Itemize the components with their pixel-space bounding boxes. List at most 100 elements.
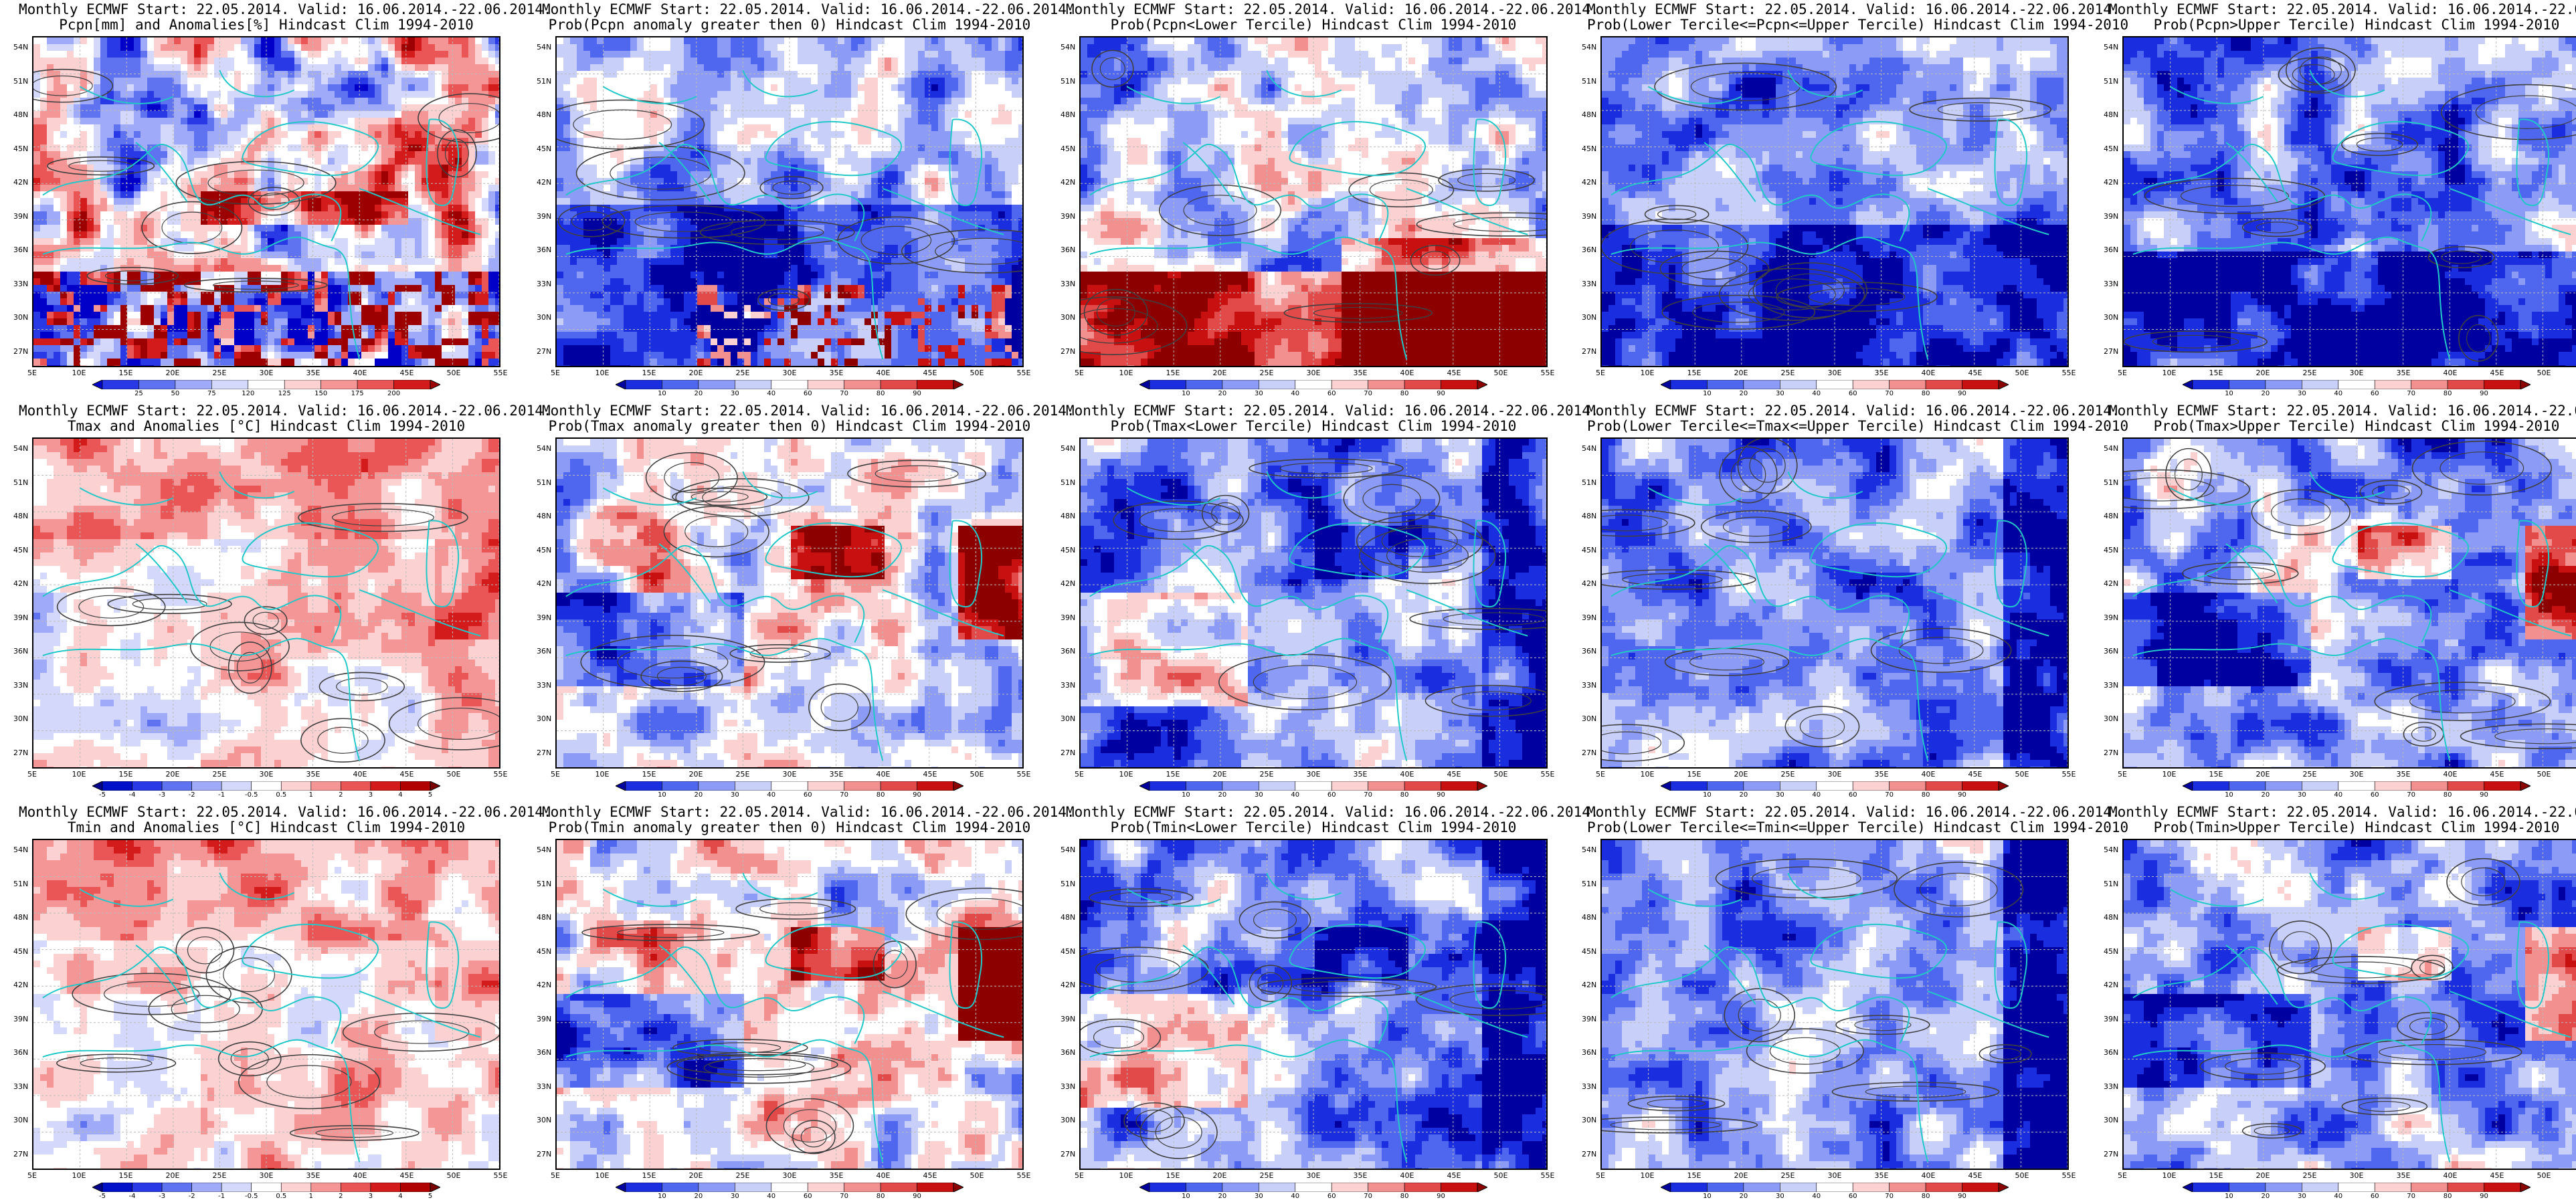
longitude-label: 15E xyxy=(1687,369,1701,377)
colorbar-tick-label: 40 xyxy=(2334,1193,2342,1200)
longitude-label: 25E xyxy=(736,770,750,779)
colorbar-tick-label: -3 xyxy=(159,791,165,799)
longitude-label: 50E xyxy=(970,369,984,377)
colorbar-tick-label: 10 xyxy=(658,791,666,799)
latitude-label: 48N xyxy=(13,110,28,119)
longitude-label: 20E xyxy=(166,770,180,779)
longitude-label: 20E xyxy=(1734,1171,1748,1180)
colorbar-tick-label: 80 xyxy=(2444,1193,2452,1200)
latitude-label: 39N xyxy=(1582,212,1596,221)
colorbar-tick-label: 30 xyxy=(2298,390,2306,397)
longitude-label: 25E xyxy=(1260,770,1274,779)
longitude-label: 50E xyxy=(447,369,461,377)
coastlines xyxy=(1611,471,2049,761)
latitude-label: 36N xyxy=(1061,1048,1075,1057)
colorbar-tick-label: 30 xyxy=(2298,791,2306,799)
longitude-label: 30E xyxy=(783,770,797,779)
longitude-label: 30E xyxy=(1307,770,1321,779)
colorbar-tick-label: 10 xyxy=(658,1193,666,1200)
colorbar-tick-label: 90 xyxy=(1437,791,1445,799)
colorbar-tick-label: 60 xyxy=(1849,390,1857,397)
latitude-label: 27N xyxy=(2104,347,2118,356)
colorbar-tick-label: 90 xyxy=(2480,791,2488,799)
latitude-label: 27N xyxy=(1582,347,1596,356)
longitude-label: 5E xyxy=(2118,369,2127,377)
longitude-label: 20E xyxy=(166,369,180,377)
latitude-label: 30N xyxy=(1582,714,1596,723)
latitude-label: 36N xyxy=(1061,647,1075,656)
panel-title-line1: Monthly ECMWF Start: 22.05.2014. Valid: … xyxy=(1587,1,2120,17)
colorbar-tick-label: 90 xyxy=(2480,390,2488,397)
longitude-label: 15E xyxy=(642,770,656,779)
colorbar-tick-label: 30 xyxy=(2298,1193,2306,1200)
colorbar xyxy=(2183,380,2531,389)
latitude-label: 33N xyxy=(1582,681,1596,690)
colorbar-tick-label: -0.5 xyxy=(245,1193,258,1200)
longitude-label: 30E xyxy=(2350,369,2364,377)
latitude-label: 54N xyxy=(13,43,28,52)
latitude-label: 51N xyxy=(1582,77,1596,86)
longitude-label: 15E xyxy=(1687,1171,1701,1180)
panel-title-line2: Tmax and Anomalies [°C] Hindcast Clim 19… xyxy=(19,418,514,434)
latitude-label: 36N xyxy=(537,647,551,656)
latitude-label: 39N xyxy=(537,613,551,622)
longitude-label: 10E xyxy=(2163,369,2177,377)
panel-tmax-5: Monthly ECMWF Start: 22.05.2014. Valid: … xyxy=(2104,401,2576,803)
latitude-label: 51N xyxy=(1582,880,1596,888)
contour-lines xyxy=(2199,858,2522,1139)
colorbar xyxy=(92,781,440,791)
longitude-label: 20E xyxy=(1213,369,1227,377)
colorbar-tick-label: 60 xyxy=(1327,1193,1336,1200)
latitude-label: 27N xyxy=(13,347,28,356)
latitude-label: 30N xyxy=(2104,714,2118,723)
longitude-label: 40E xyxy=(1922,1171,1936,1180)
colorbar xyxy=(616,380,963,389)
longitude-label: 15E xyxy=(2209,369,2223,377)
colorbar-tick-label: 20 xyxy=(1218,1193,1227,1200)
longitude-label: 30E xyxy=(1828,369,1842,377)
panel-title-line1: Monthly ECMWF Start: 22.05.2014. Valid: … xyxy=(542,804,1075,820)
longitude-label: 20E xyxy=(1734,770,1748,779)
colorbar xyxy=(2183,781,2531,791)
colorbar-tick-label: 40 xyxy=(1291,1193,1299,1200)
latitude-label: 51N xyxy=(13,880,28,888)
latitude-label: 33N xyxy=(1061,280,1075,288)
longitude-label: 25E xyxy=(736,1171,750,1180)
colorbar-tick-label: 70 xyxy=(840,791,848,799)
longitude-label: 45E xyxy=(2490,770,2504,779)
contour-lines xyxy=(2124,440,2576,749)
coastlines xyxy=(42,471,481,761)
longitude-label: 20E xyxy=(2256,1171,2270,1180)
longitude-label: 50E xyxy=(970,770,984,779)
panel-title-line2: Prob(Lower Tercile<=Tmin<=Upper Tercile)… xyxy=(1587,819,2128,835)
longitude-label: 25E xyxy=(1781,770,1795,779)
latitude-label: 36N xyxy=(2104,1048,2118,1057)
colorbar xyxy=(1661,1183,2009,1192)
latitude-label: 42N xyxy=(537,579,551,588)
latitude-label: 30N xyxy=(2104,1116,2118,1124)
colorbar-tick-label: 10 xyxy=(2225,791,2233,799)
colorbar-tick-label: 20 xyxy=(1740,390,1748,397)
panel-title-line1: Monthly ECMWF Start: 22.05.2014. Valid: … xyxy=(1066,1,1599,17)
longitude-label: 50E xyxy=(2015,369,2029,377)
longitude-label: 10E xyxy=(2163,1171,2177,1180)
graticule xyxy=(2124,439,2576,767)
colorbar xyxy=(616,1183,963,1192)
colorbar-tick-label: 70 xyxy=(840,390,848,397)
longitude-label: 25E xyxy=(736,369,750,377)
colorbar-tick-label: 20 xyxy=(1218,791,1227,799)
longitude-label: 10E xyxy=(1119,369,1133,377)
longitude-label: 5E xyxy=(1596,1171,1605,1180)
latitude-label: 36N xyxy=(13,1048,28,1057)
longitude-label: 5E xyxy=(1075,1171,1084,1180)
latitude-label: 48N xyxy=(537,512,551,520)
colorbar-tick-label: -3 xyxy=(159,1193,165,1200)
latitude-label: 36N xyxy=(537,245,551,254)
panel-tmin-2: Monthly ECMWF Start: 22.05.2014. Valid: … xyxy=(537,803,1075,1204)
longitude-label: 50E xyxy=(1494,770,1508,779)
latitude-label: 30N xyxy=(1582,1116,1596,1124)
longitude-label: 25E xyxy=(2303,770,2317,779)
longitude-label: 10E xyxy=(595,369,610,377)
longitude-label: 25E xyxy=(1260,369,1274,377)
longitude-label: 40E xyxy=(2444,369,2458,377)
